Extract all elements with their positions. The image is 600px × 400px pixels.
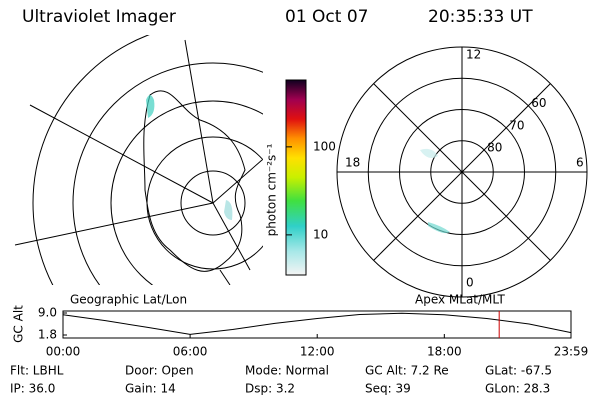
- status-field: Dsp: 3.2: [245, 382, 295, 396]
- aurora-patch: [146, 95, 155, 118]
- mlt-label: 18: [345, 156, 360, 170]
- left-label: Geographic Lat/Lon: [70, 293, 187, 307]
- y-tick-label: 1.8: [38, 328, 57, 342]
- altitude-frame: [62, 310, 572, 339]
- status-field: GLon: 28.3: [485, 382, 550, 396]
- lat-label: 80: [487, 140, 502, 154]
- lat-label: 70: [509, 118, 524, 132]
- status-field: GLat: -67.5: [485, 364, 552, 378]
- status-field: IP: 36.0: [10, 382, 55, 396]
- lat-label: 60: [531, 96, 546, 110]
- colorbar-tick-label: 10: [313, 227, 328, 241]
- status-field: Seq: 39: [365, 382, 411, 396]
- x-tick-label: 18:00: [427, 345, 462, 359]
- status-field: GC Alt: 7.2 Re: [365, 364, 449, 378]
- date: 01 Oct 07: [285, 7, 368, 27]
- mlt-label: 6: [576, 156, 584, 170]
- geo-map: [14, 35, 263, 285]
- status-field: Flt: LBHL: [10, 364, 64, 378]
- x-tick-label: 12:00: [300, 345, 335, 359]
- mlt-line: [373, 83, 551, 261]
- aurora-patch: [420, 148, 438, 158]
- right-label: Apex MLat/MLT: [415, 293, 505, 307]
- colorbar-label: photon cm⁻²s⁻¹: [265, 143, 279, 236]
- mlt-label: 0: [466, 276, 474, 290]
- y-axis-label: GC Alt: [12, 305, 26, 343]
- altitude-line: [62, 312, 572, 335]
- title: Ultraviolet Imager: [22, 7, 176, 27]
- x-tick-label: 00:00: [46, 345, 81, 359]
- status-field: Mode: Normal: [245, 364, 329, 378]
- colorbar: [285, 79, 307, 276]
- polar-plot: [336, 46, 588, 298]
- mlt-label: 12: [466, 48, 481, 62]
- x-tick-label: 06:00: [173, 345, 208, 359]
- colorbar-tick-label: 100: [313, 139, 336, 153]
- aurora-patch: [224, 200, 233, 220]
- x-tick-label: 23:59: [554, 345, 589, 359]
- status-field: Gain: 14: [125, 382, 176, 396]
- y-tick-label: 9.0: [38, 306, 57, 320]
- time: 20:35:33 UT: [428, 7, 533, 27]
- status-field: Door: Open: [125, 364, 194, 378]
- aurora-patch: [428, 222, 450, 234]
